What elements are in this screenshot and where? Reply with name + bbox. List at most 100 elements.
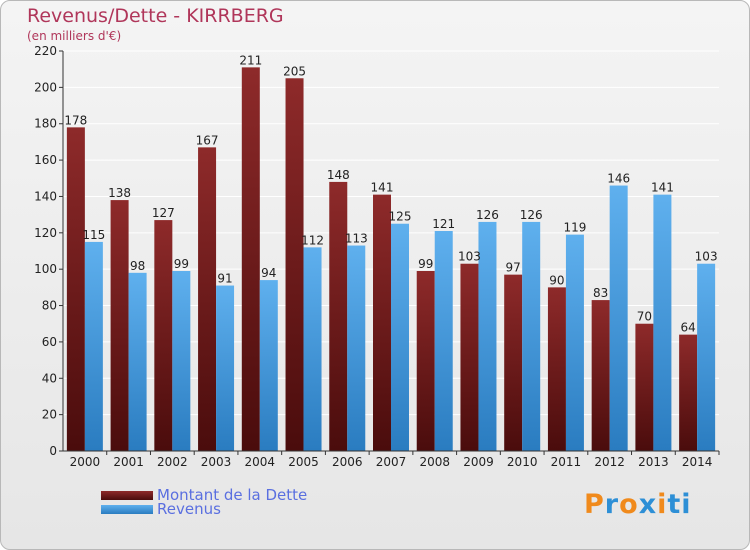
x-tick-label: 2012 (594, 455, 625, 469)
revenus-bar (565, 234, 584, 451)
revenus-bar (653, 194, 672, 452)
value-label: 148 (327, 168, 350, 182)
debt-bar (547, 287, 566, 451)
value-label: 83 (593, 286, 608, 300)
debt-bar (416, 271, 435, 451)
revenus-bar (609, 185, 628, 451)
value-label: 146 (607, 172, 630, 186)
chart-title: Revenus/Dette - KIRRBERG (27, 5, 284, 27)
logo-letter: t (667, 489, 682, 520)
revenus-bar (84, 241, 103, 451)
proxiti-logo: Proxiti (584, 489, 692, 520)
x-tick-label: 2003 (201, 455, 232, 469)
value-label: 98 (130, 259, 145, 273)
revenus-bar (303, 247, 322, 451)
value-label: 127 (152, 206, 175, 220)
y-tick-label: 120 (34, 226, 57, 240)
debt-bar (198, 147, 217, 451)
x-tick-label: 2013 (638, 455, 669, 469)
y-tick-label: 140 (34, 189, 57, 203)
value-label: 90 (549, 273, 564, 287)
debt-bar (154, 220, 173, 451)
debt-bar (635, 323, 654, 451)
value-label: 138 (108, 186, 131, 200)
value-label: 167 (196, 133, 219, 147)
value-label: 103 (458, 250, 481, 264)
value-label: 103 (695, 250, 718, 264)
value-label: 211 (239, 53, 262, 67)
debt-bar (504, 274, 523, 451)
value-label: 126 (520, 208, 543, 222)
legend-swatch-debt (101, 490, 153, 500)
y-tick-label: 180 (34, 117, 57, 131)
y-tick-label: 200 (34, 80, 57, 94)
chart-subtitle: (en milliers d'€) (27, 29, 122, 43)
value-label: 119 (563, 221, 586, 235)
value-label: 97 (506, 261, 521, 275)
logo-letter: i (657, 489, 668, 520)
value-label: 178 (64, 113, 87, 127)
logo-letter: o (619, 489, 639, 520)
value-label: 141 (651, 181, 674, 195)
value-label: 70 (637, 310, 652, 324)
x-tick-label: 2010 (507, 455, 538, 469)
y-tick-label: 160 (34, 153, 57, 167)
x-tick-label: 2014 (682, 455, 713, 469)
y-tick-label: 0 (49, 444, 57, 458)
revenus-bar (522, 221, 541, 451)
y-tick-label: 220 (34, 44, 57, 58)
legend-label-debt: Montant de la Dette (157, 486, 308, 504)
logo-letter: P (584, 489, 605, 520)
revenus-bar (347, 245, 366, 451)
debt-bar (373, 194, 391, 452)
debt-bar (241, 67, 260, 451)
revenus-bar (478, 221, 497, 451)
x-tick-label: 2006 (332, 455, 363, 469)
x-tick-label: 2008 (419, 455, 450, 469)
x-tick-label: 2004 (245, 455, 276, 469)
logo-letter: x (638, 489, 658, 520)
logo-letter: i (681, 489, 692, 520)
debt-bar (329, 181, 348, 451)
value-label: 141 (371, 181, 394, 195)
revenus-bar (697, 263, 716, 451)
revenus-bar (391, 223, 409, 451)
value-label: 91 (217, 272, 232, 286)
x-tick-label: 2011 (551, 455, 582, 469)
revenus-bar (259, 280, 278, 451)
value-label: 126 (476, 208, 499, 222)
value-label: 94 (261, 266, 276, 280)
debt-bar (110, 200, 129, 451)
value-label: 112 (301, 233, 324, 247)
legend-item-revenus: Revenus (101, 500, 221, 518)
debt-bar (679, 334, 698, 451)
debt-bar (285, 78, 304, 451)
legend-item-debt: Montant de la Dette (101, 486, 308, 504)
value-label: 205 (283, 64, 306, 78)
debt-bar (66, 127, 85, 451)
revenus-bar (434, 231, 453, 451)
value-label: 99 (174, 257, 189, 271)
value-label: 121 (432, 217, 455, 231)
revenus-bar (216, 285, 235, 451)
logo-letter: r (604, 489, 620, 520)
revenus-bar (128, 272, 147, 451)
value-label: 125 (389, 210, 412, 224)
value-label: 115 (82, 228, 105, 242)
value-label: 99 (418, 257, 433, 271)
legend-label-revenus: Revenus (157, 500, 221, 518)
y-tick-label: 60 (42, 335, 57, 349)
x-tick-label: 2007 (376, 455, 407, 469)
debt-bar (591, 300, 610, 451)
debt-bar (460, 263, 479, 451)
value-label: 64 (680, 321, 695, 335)
x-tick-label: 2000 (70, 455, 101, 469)
legend-swatch-revenus (101, 504, 153, 514)
y-tick-label: 20 (42, 408, 57, 422)
revenus-bar (172, 271, 191, 451)
y-tick-label: 40 (42, 371, 57, 385)
y-tick-label: 80 (42, 299, 57, 313)
y-tick-label: 100 (34, 262, 57, 276)
